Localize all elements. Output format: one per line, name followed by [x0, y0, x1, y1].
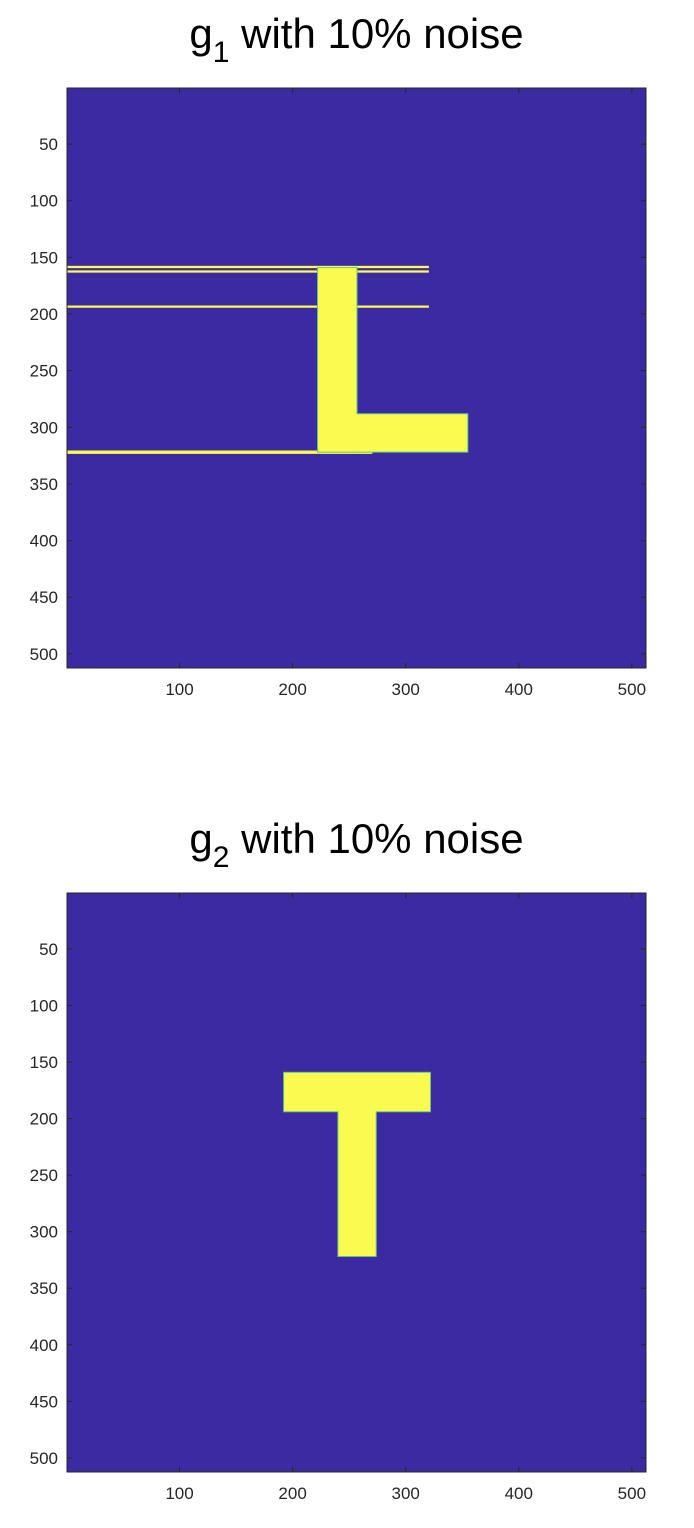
y-tick-label: 450	[30, 1392, 58, 1411]
x-tick-label: 400	[505, 1484, 533, 1503]
x-tick-label: 300	[392, 1484, 420, 1503]
noise-stripe-0	[67, 265, 429, 269]
chart-title-rest: with 10% noise	[229, 10, 523, 57]
chart-title-base: g	[189, 10, 212, 57]
y-tick-label: 150	[30, 248, 58, 267]
x-tick-label: 100	[165, 680, 193, 699]
y-tick-label: 150	[30, 1053, 58, 1072]
shape-block-1	[338, 1110, 376, 1257]
y-tick-label: 50	[39, 135, 58, 154]
shape-block-1	[355, 414, 468, 452]
shape-block-0	[284, 1072, 431, 1112]
y-tick-label: 500	[30, 645, 58, 664]
x-tick-label: 500	[618, 680, 646, 699]
y-tick-label: 400	[30, 532, 58, 551]
y-tick-label: 400	[30, 1336, 58, 1355]
y-tick-label: 300	[30, 1223, 58, 1242]
panel-g2: 50 100 150 200 250 300 350 400 450 500 100 200 300 40…	[30, 815, 647, 1503]
x-tick-label: 200	[278, 680, 306, 699]
noise-stripe-2	[67, 305, 429, 308]
axes-frame	[66, 892, 647, 1473]
y-tick-label: 250	[30, 1166, 58, 1185]
panel-g1: 50 100 150 200 250 300 350 400 450 500 100 200 300 40…	[30, 10, 647, 699]
y-tick-label: 100	[30, 997, 58, 1016]
y-tick-label: 100	[30, 192, 58, 211]
x-tick-label: 400	[505, 680, 533, 699]
y-tick-label: 250	[30, 362, 58, 381]
chart-title-rest: with 10% noise	[229, 815, 523, 862]
noise-stripe-3	[67, 450, 373, 454]
y-tick-label: 350	[30, 1279, 58, 1298]
chart-title-base: g	[189, 815, 212, 862]
y-tick-label: 200	[30, 305, 58, 324]
y-tick-label: 500	[30, 1449, 58, 1468]
x-tick-label: 100	[165, 1484, 193, 1503]
x-tick-label: 500	[618, 1484, 646, 1503]
noise-stripe-1	[67, 270, 429, 273]
y-tick-label: 350	[30, 475, 58, 494]
y-tick-label: 450	[30, 588, 58, 607]
y-tick-label: 50	[39, 940, 58, 959]
chart-title: g1 with 10% noise	[189, 10, 523, 69]
y-tick-label: 300	[30, 418, 58, 437]
chart-title: g2 with 10% noise	[189, 815, 523, 874]
axes-frame	[66, 87, 647, 669]
x-tick-label: 300	[392, 680, 420, 699]
shape-block-0	[318, 268, 357, 452]
chart-title-subscript: 1	[213, 36, 230, 69]
chart-title-subscript: 2	[213, 841, 230, 874]
x-tick-label: 200	[278, 1484, 306, 1503]
y-tick-label: 200	[30, 1110, 58, 1129]
